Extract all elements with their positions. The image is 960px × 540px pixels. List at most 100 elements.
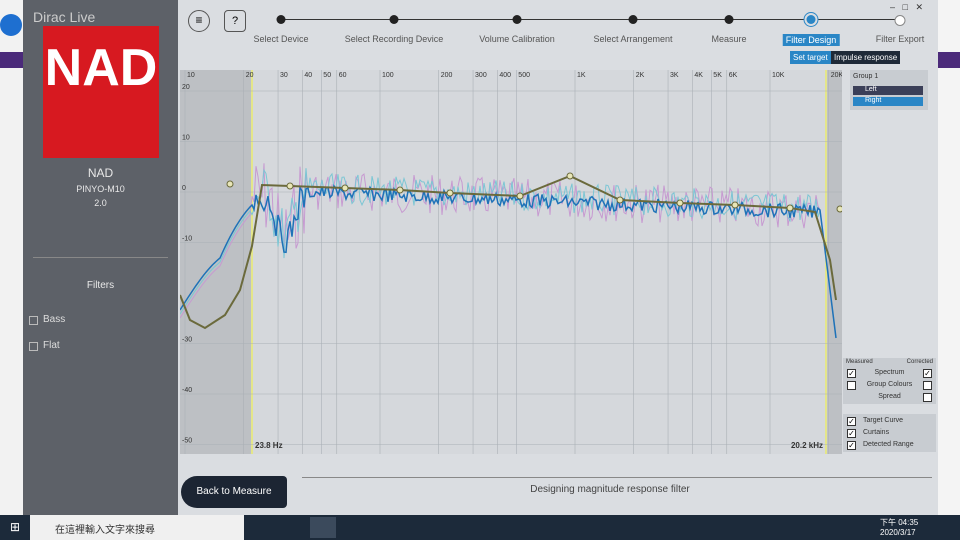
menu-button[interactable]: ≡: [188, 10, 210, 32]
step-dot[interactable]: [276, 15, 286, 24]
device-brand: NAD: [87, 166, 114, 180]
x-tick-label: 2K: [636, 72, 645, 79]
measured-right: [180, 168, 837, 339]
checkbox[interactable]: ✓: [847, 369, 856, 378]
step-line: [281, 19, 901, 20]
step-dot[interactable]: [724, 15, 734, 24]
taskbar-app[interactable]: [310, 517, 336, 538]
browser-back[interactable]: [0, 14, 22, 36]
options-panel: Measured Corrected ✓ ✓ Spectrum Group Colours…: [843, 358, 936, 404]
checkbox[interactable]: [923, 381, 932, 390]
start-button[interactable]: ⊞: [10, 520, 21, 534]
step-dot[interactable]: [894, 15, 906, 26]
y-tick-label: 10: [182, 135, 190, 142]
x-tick-label: 40: [304, 72, 312, 79]
overlay-panel: ✓ Target Curve ✓ Curtains ✓ Detected Range: [843, 414, 936, 452]
group-title: Group 1: [853, 73, 879, 80]
x-tick-label: 20: [246, 72, 254, 79]
step-dot[interactable]: [806, 15, 816, 24]
overlay-label: Detected Range: [863, 441, 914, 448]
search-text: 在這裡輸入文字來搜尋: [55, 525, 155, 536]
logo-text: NAD: [44, 39, 158, 97]
checkbox[interactable]: ✓: [847, 429, 856, 438]
graph-bg: [180, 70, 842, 454]
channel[interactable]: Right: [853, 97, 923, 106]
sidebar: Dirac Live NAD NAD PINYO-M10 2.0 Filters…: [23, 0, 178, 515]
y-tick-label: -30: [182, 337, 192, 344]
options-header: Measured: [846, 359, 873, 365]
y-tick-label: -10: [182, 236, 192, 243]
browser-edge-right: [938, 0, 960, 515]
step-dot[interactable]: [628, 15, 638, 24]
y-tick-label: -50: [182, 438, 192, 445]
taskbar: ⊞ 在這裡輸入文字來搜尋 下午 04:35 2020/3/17: [0, 515, 960, 540]
filter-label: Flat: [43, 340, 60, 351]
checkbox[interactable]: ✓: [847, 441, 856, 450]
y-tick-label: 20: [182, 84, 190, 91]
step-dot[interactable]: [512, 15, 522, 24]
range-label: 23.8 Hz: [255, 441, 283, 450]
clock-date: 2020/3/17: [880, 528, 916, 537]
x-tick-label: 4K: [694, 72, 703, 79]
step-label[interactable]: Measure: [711, 34, 747, 44]
range-label: 20.2 kHz: [791, 441, 823, 450]
x-tick-label: 500: [518, 72, 530, 79]
back-button[interactable]: Back to Measure: [181, 476, 287, 508]
step-label[interactable]: Select Recording Device: [344, 34, 444, 44]
status-text: Designing magnitude response filter: [530, 484, 690, 495]
x-tick-label: 1K: [577, 72, 586, 79]
curtain-right: [826, 70, 842, 454]
clock-time: 下午 04:35: [880, 518, 919, 527]
y-tick-label: 0: [182, 185, 186, 192]
help-button[interactable]: ?: [224, 10, 246, 32]
filter-checkbox[interactable]: [29, 316, 38, 325]
x-tick-label: 3K: [670, 72, 679, 79]
x-tick-label: 200: [441, 72, 453, 79]
filters-title: Filters: [86, 280, 115, 291]
x-tick-label: 300: [475, 72, 487, 79]
browser-strip: [938, 52, 960, 68]
graph: 10 20 30 40 50 60 100 200 300 400 500 1K 2K 3K 4K 5K 6K 1…: [180, 70, 842, 454]
tab[interactable]: Set target: [790, 51, 831, 64]
step-label[interactable]: Select Device: [253, 34, 309, 44]
x-tick-label: 6K: [729, 72, 738, 79]
x-tick-label: 400: [499, 72, 511, 79]
measured-left: [180, 163, 837, 339]
browser-edge: [0, 0, 23, 515]
step-label[interactable]: Filter Export: [875, 34, 925, 44]
overlay-label: Target Curve: [863, 417, 904, 424]
overlay-label: Curtains: [863, 429, 890, 436]
filter-checkbox[interactable]: [29, 342, 38, 351]
divider: [33, 257, 168, 258]
step-label[interactable]: Filter Design: [782, 34, 840, 46]
x-tick-label: 10: [187, 72, 195, 79]
x-tick-label: 50: [323, 72, 331, 79]
target-curve: [180, 174, 837, 330]
checkbox[interactable]: ✓: [923, 369, 932, 378]
main-panel: ≡ ? – □ ✕ Select Device Select Recording …: [178, 0, 938, 515]
brand-logo: NAD: [43, 26, 159, 158]
x-tick-label: 10K: [772, 72, 785, 79]
window-controls[interactable]: – □ ✕: [890, 2, 923, 12]
filter-label: Bass: [43, 314, 66, 325]
step-dot[interactable]: [389, 15, 399, 24]
option-label: Group Colours: [866, 381, 913, 388]
x-tick-label: 30: [280, 72, 288, 79]
group-panel: Group 1 Left Right: [850, 70, 928, 110]
target-handles: [226, 172, 842, 213]
y-tick-label: -40: [182, 387, 192, 394]
device-version: 2.0: [94, 198, 107, 208]
checkbox[interactable]: ✓: [847, 417, 856, 426]
option-label: Spread: [878, 393, 901, 400]
search-box[interactable]: 在這裡輸入文字來搜尋: [30, 515, 244, 540]
checkbox[interactable]: [847, 381, 856, 390]
channel[interactable]: Left: [853, 86, 923, 95]
step-label[interactable]: Volume Calibration: [479, 34, 555, 44]
checkbox[interactable]: [923, 393, 932, 402]
tab[interactable]: Impulse response: [831, 51, 901, 64]
device-model: PINYO-M10: [76, 184, 125, 194]
x-tick-label: 20K: [831, 72, 842, 79]
step-label[interactable]: Select Arrangement: [593, 34, 673, 44]
